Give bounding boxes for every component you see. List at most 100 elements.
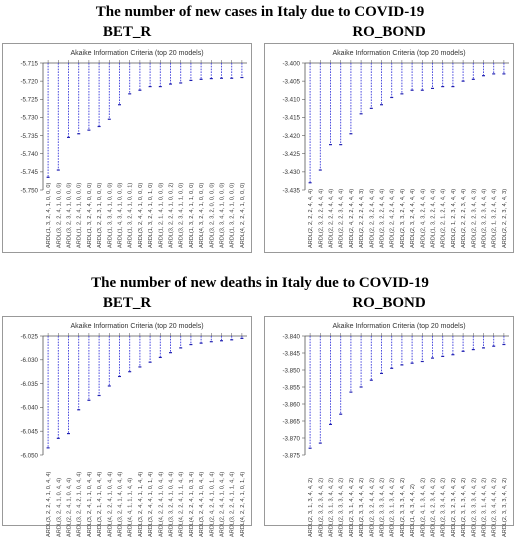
x-tick-label: ARDL(2, 3, 1, 3, 4, 4, 2) — [329, 478, 335, 537]
x-tick-label: ARDL(2, 1, 2, 3, 4, 4, 4) — [451, 189, 457, 248]
chart-label-cases-ro-bond: RO_BOND — [352, 24, 426, 40]
x-tick-label: ARDL(2, 3, 1, 3, 4, 4, 2) — [461, 478, 467, 537]
x-tick-label: ARDL(3, 3, 2, 4, 1, 0, 4, 4) — [169, 472, 175, 537]
y-tick-label: -3.425 — [282, 151, 300, 158]
x-tick-label: ARDL(4, 2, 2, 4, 1, 1, 4, 4) — [179, 472, 185, 537]
x-tick-label: ARDL(2, 2, 2, 3, 4, 4, 3) — [502, 189, 508, 248]
x-tick-label: ARDL(2, 3, 2, 4, 4, 4, 4) — [410, 189, 416, 248]
y-tick-label: -3.415 — [282, 115, 300, 122]
x-tick-label: ARDL(3, 2, 3, 2, 0, 0, 0, 0) — [209, 183, 215, 248]
y-tick-label: -3.420 — [282, 133, 300, 140]
x-tick-label: ARDL(2, 4, 3, 2, 4, 4, 4) — [420, 189, 426, 248]
y-tick-label: -3.860 — [282, 401, 300, 408]
chart-svg-cases-ro-bond: Akaike Information Criteria (top 20 mode… — [282, 50, 509, 248]
x-tick-label: ARDL(3, 2, 4, 1, 1, 0, 4, 4) — [87, 472, 93, 537]
x-tick-label: ARDL(2, 3, 3, 4, 4, 4, 2) — [441, 478, 447, 537]
x-tick-label: ARDL(4, 2, 2, 4, 1, 0, 1, 4) — [240, 472, 246, 537]
y-tick-label: -3.435 — [282, 187, 300, 194]
x-tick-label: ARDL(4, 2, 2, 4, 1, 0, 4, 4) — [158, 472, 164, 537]
y-tick-label: -5.720 — [20, 78, 38, 85]
x-tick-label: ARDL(4, 2, 2, 4, 1, 0, 4, 4) — [107, 472, 113, 537]
chart-title: Akaike Information Criteria (top 20 mode… — [332, 323, 465, 330]
chart-label-cases-bet-r: BET_R — [102, 24, 152, 40]
x-tick-label: ARDL(4, 3, 2, 4, 1, 0, 0, 0) — [199, 183, 205, 248]
x-tick-label: ARDL(1, 3, 2, 2, 4, 4, 4) — [431, 189, 437, 248]
y-tick-label: -3.405 — [282, 78, 300, 85]
x-tick-label: ARDL(2, 4, 2, 3, 4, 4, 2) — [431, 478, 437, 537]
x-tick-label: ARDL(1, 3, 2, 4, 1, 0, 1, 0) — [148, 183, 154, 248]
chart-svg-deaths-ro-bond: Akaike Information Criteria (top 20 mode… — [282, 323, 509, 537]
y-tick-label: -3.870 — [282, 435, 300, 442]
y-tick-label: -3.845 — [282, 350, 300, 357]
chart-panel-deaths-ro-bond: Akaike Information Criteria (top 20 mode… — [264, 316, 514, 537]
x-tick-label: ARDL(2, 4, 2, 4, 1, 0, 1, 4) — [209, 472, 215, 537]
y-tick-label: -3.430 — [282, 169, 300, 176]
y-tick-label: -5.745 — [20, 169, 38, 176]
x-tick-label: ARDL(2, 3, 1, 3, 4, 4, 2) — [308, 478, 314, 537]
chart-label-deaths-ro-bond: RO_BOND — [352, 295, 426, 311]
x-tick-label: ARDL(3, 2, 2, 4, 1, 0, 4, 4) — [46, 472, 52, 537]
x-tick-label: ARDL(4, 2, 2, 4, 1, 0, 0, 0) — [240, 183, 246, 248]
x-tick-label: ARDL(3, 2, 3, 4, 1, 0, 0, 0) — [67, 183, 73, 248]
x-tick-label: ARDL(2, 2, 4, 4, 1, 0, 4, 4) — [220, 472, 226, 537]
y-tick-label: -6.035 — [20, 381, 38, 388]
deaths-section-title: The number of new deaths in Italy due to… — [91, 275, 429, 291]
x-tick-label: ARDL(3, 2, 4, 4, 1, 0, 1, 4) — [148, 472, 154, 537]
x-tick-label: ARDL(2, 3, 2, 2, 4, 4, 4) — [380, 189, 386, 248]
x-tick-label: ARDL(4, 2, 2, 4, 1, 0, 3, 4) — [189, 472, 195, 537]
x-tick-label: ARDL(2, 3, 2, 3, 4, 4, 2) — [318, 478, 324, 537]
y-tick-label: -3.875 — [282, 452, 300, 459]
x-tick-label: ARDL(2, 2, 4, 2, 4, 4, 4) — [390, 189, 396, 248]
x-tick-label: ARDL(1, 3, 2, 4, 1, 0, 0, 0) — [46, 183, 52, 248]
y-tick-label: -5.715 — [20, 60, 38, 67]
x-tick-label: ARDL(2, 2, 2, 2, 4, 4, 4) — [308, 189, 314, 248]
x-tick-label: ARDL(3, 2, 2, 4, 1, 0, 0, 0) — [56, 183, 62, 248]
x-tick-label: ARDL(1, 2, 2, 4, 1, 0, 0, 0) — [77, 183, 83, 248]
x-tick-label: ARDL(1, 3, 3, 4, 1, 0, 0, 0) — [107, 183, 113, 248]
x-tick-label: ARDL(2, 2, 2, 2, 4, 4, 3) — [359, 189, 365, 248]
x-tick-label: ARDL(1, 3, 2, 4, 4, 0, 0, 0) — [87, 183, 93, 248]
x-tick-label: ARDL(3, 2, 2, 4, 1, 0, 0, 2) — [169, 183, 175, 248]
x-tick-label: ARDL(2, 2, 2, 3, 4, 4, 4) — [339, 189, 345, 248]
y-tick-label: -5.740 — [20, 151, 38, 158]
x-tick-label: ARDL(2, 3, 2, 3, 4, 4, 4) — [482, 189, 488, 248]
x-tick-label: ARDL(3, 2, 4, 4, 1, 0, 4, 4) — [199, 472, 205, 537]
x-tick-label: ARDL(2, 3, 2, 2, 4, 4, 4) — [318, 189, 324, 248]
x-tick-label: ARDL(3, 2, 3, 4, 1, 1, 0, 0) — [179, 183, 185, 248]
y-tick-label: -6.030 — [20, 357, 38, 364]
y-tick-label: -3.865 — [282, 418, 300, 425]
x-tick-label: ARDL(2, 2, 3, 2, 4, 4, 4) — [369, 189, 375, 248]
x-tick-label: ARDL(2, 4, 1, 3, 4, 4, 2) — [420, 478, 426, 537]
x-tick-label: ARDL(2, 3, 3, 4, 4, 4, 2) — [359, 478, 365, 537]
y-tick-label: -5.735 — [20, 133, 38, 140]
x-tick-label: ARDL(2, 3, 4, 4, 4, 4, 2) — [492, 478, 498, 537]
x-tick-label: ARDL(2, 2, 1, 2, 4, 4, 4) — [441, 189, 447, 248]
x-tick-label: ARDL(2, 4, 2, 2, 4, 4, 4) — [349, 189, 355, 248]
y-tick-label: -5.730 — [20, 115, 38, 122]
x-tick-label: ARDL(2, 3, 3, 2, 4, 4, 4) — [400, 189, 406, 248]
x-tick-label: ARDL(2, 3, 1, 3, 4, 4, 2) — [390, 478, 396, 537]
y-tick-label: -5.725 — [20, 97, 38, 104]
chart-title: Akaike Information Criteria (top 20 mode… — [332, 50, 465, 57]
x-tick-label: ARDL(3, 2, 4, 1, 4, 0, 4, 4) — [118, 472, 124, 537]
cases-section-title: The number of new cases in Italy due to … — [95, 4, 425, 20]
x-tick-label: ARDL(3, 2, 4, 4, 1, 0, 0, 0) — [138, 183, 144, 248]
x-tick-label: ARDL(1, 2, 1, 4, 1, 0, 0, 0) — [158, 183, 164, 248]
chart-label-deaths-bet-r: BET_R — [102, 295, 152, 311]
chart-title: Akaike Information Criteria (top 20 mode… — [70, 50, 203, 57]
x-tick-label: ARDL(2, 3, 2, 3, 4, 4, 2) — [451, 478, 457, 537]
x-tick-label: ARDL(2, 2, 2, 3, 4, 4, 3) — [471, 189, 477, 248]
x-tick-label: ARDL(2, 2, 2, 2, 3, 4, 4) — [461, 189, 467, 248]
x-tick-label: ARDL(1, 4, 3, 4, 1, 0, 0, 0) — [118, 183, 124, 248]
chart-svg-cases-bet-r: Akaike Information Criteria (top 20 mode… — [20, 50, 247, 248]
x-tick-label: ARDL(2, 1, 3, 2, 4, 4, 4) — [492, 189, 498, 248]
x-tick-label: ARDL(3, 3, 4, 4, 1, 0, 0, 0) — [220, 183, 226, 248]
chart-panel-cases-ro-bond: Akaike Information Criteria (top 20 mode… — [264, 43, 514, 253]
x-tick-label: ARDL(2, 3, 3, 3, 4, 4, 2) — [400, 478, 406, 537]
x-tick-label: ARDL(2, 3, 3, 3, 4, 4, 2) — [502, 478, 508, 537]
x-tick-label: ARDL(3, 2, 4, 1, 0, 4, 4) — [56, 478, 62, 537]
y-tick-label: -6.045 — [20, 429, 38, 436]
x-tick-label: ARDL(1, 4, 3, 4, 4, 2) — [410, 484, 416, 537]
y-tick-label: -3.850 — [282, 367, 300, 374]
y-tick-label: -6.050 — [20, 452, 38, 459]
